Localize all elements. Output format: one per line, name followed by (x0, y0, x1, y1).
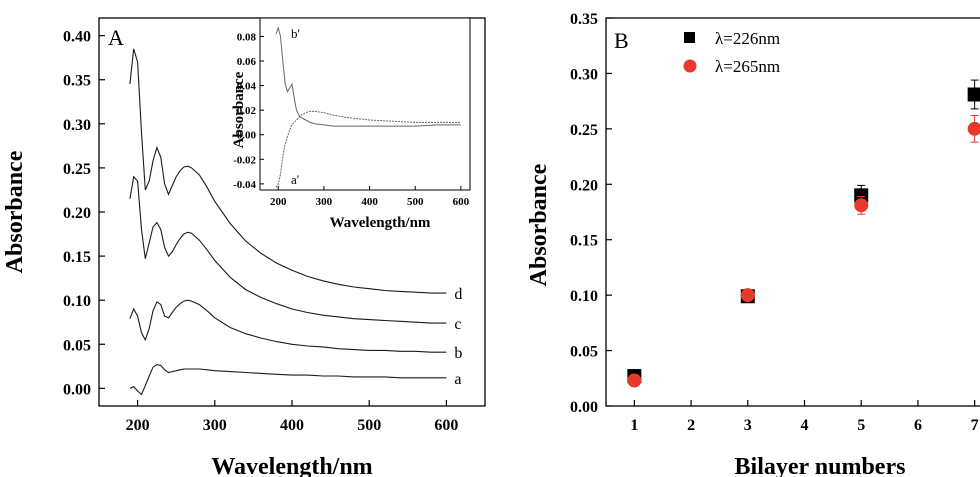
inset-label-a-prime: a' (291, 172, 299, 187)
panel-a-y-tick-label: 0.30 (63, 117, 91, 134)
panel-a-x-tick-label: 300 (203, 417, 227, 434)
inset-curve-a-prime (275, 110, 461, 188)
panel-a-letter: A (108, 25, 124, 50)
panel-b-y-axis-title: Absorbance (526, 163, 552, 286)
panel-a-inset: -0.04 -0.02 0.00 0.02 0.04 0.06 0.08 200 300 400 5… (231, 17, 471, 231)
legend-label-265: λ=265nm (715, 57, 780, 76)
panel-a-x-tick-label: 500 (357, 417, 381, 434)
inset-x-tick-label: 600 (453, 196, 470, 208)
panel-b-y-tick-label: 0.25 (570, 122, 598, 139)
panel-a-y-tick-label: 0.10 (63, 293, 91, 310)
panel-a-x-tick-label: 400 (280, 417, 304, 434)
curve-c (129, 175, 447, 324)
inset-y-tick-label: -0.02 (233, 154, 256, 166)
point-226nm (854, 188, 869, 203)
inset-x-tick-label: 300 (316, 196, 333, 208)
inset-x-axis-title: Wavelength/nm (330, 215, 431, 231)
panel-b-axes: 0.00 0.05 0.10 0.15 0.20 0.25 0.30 0.35 1 2 3 4 5 6 7 (570, 11, 979, 434)
inset-x-tick-label: 200 (270, 196, 287, 208)
panel-b-frame (605, 17, 980, 407)
panel-a-axes: 0.00 0.05 0.10 0.15 0.20 0.25 0.30 0.35 0.40 200 3… (63, 29, 458, 434)
inset-x-tick-label: 400 (361, 196, 378, 208)
inset-curves (275, 26, 461, 188)
inset-frame (259, 17, 471, 191)
panel-a-y-tick-label: 0.05 (63, 337, 91, 354)
point-226nm (967, 87, 980, 102)
panel-b-y-tick-label: 0.10 (570, 288, 598, 305)
panel-b-x-tick-label: 7 (971, 417, 979, 434)
point-265nm (854, 198, 869, 213)
panel-b-x-tick-label: 4 (801, 417, 809, 434)
panel-b-legend: λ=226nm λ=265nm (683, 29, 780, 76)
curve-label-d: d (454, 286, 462, 303)
legend-circle-marker (683, 59, 697, 73)
curve-a (129, 364, 447, 396)
panel-a: 0.00 0.05 0.10 0.15 0.20 0.25 0.30 0.35 0.40 200 3… (2, 17, 486, 477)
panel-a-y-tick-label: 0.15 (63, 249, 91, 266)
panel-b-x-tick-label: 1 (630, 417, 638, 434)
inset-y-tick-label: -0.04 (233, 179, 256, 191)
inset-y-tick-label: 0.00 (237, 130, 257, 142)
panel-a-x-axis-title: Wavelength/nm (211, 454, 372, 477)
inset-x-tick-label: 500 (407, 196, 424, 208)
panel-a-y-tick-label: 0.25 (63, 161, 91, 178)
panel-a-y-axis-title: Absorbance (2, 150, 28, 273)
curve-label-b: b (454, 345, 462, 362)
curve-d (129, 48, 447, 294)
panel-a-y-tick-label: 0.20 (63, 205, 91, 222)
point-265nm (967, 121, 980, 136)
panel-a-y-tick-label: 0.35 (63, 73, 91, 90)
panel-a-y-tick-label: 0.40 (63, 29, 91, 46)
inset-label-b-prime: b' (291, 26, 300, 41)
inset-y-tick-label: 0.08 (237, 31, 257, 43)
panel-a-y-tick-label: 0.00 (63, 381, 91, 398)
panel-b-x-tick-label: 5 (857, 417, 865, 434)
panel-b-points (627, 79, 980, 388)
inset-y-tick-label: 0.04 (237, 81, 257, 93)
panel-b-letter: B (614, 28, 629, 53)
panel-b-y-tick-label: 0.05 (570, 344, 598, 361)
panel-b-x-tick-label: 3 (744, 417, 752, 434)
panel-b-y-tick-label: 0.20 (570, 177, 598, 194)
curve-label-a: a (454, 371, 461, 388)
legend-square-marker (684, 32, 695, 43)
inset-y-tick-label: 0.06 (237, 56, 257, 68)
point-265nm (740, 288, 755, 303)
point-265nm (627, 373, 642, 388)
inset-y-axis-title: Absorbance (231, 71, 247, 148)
panel-b-x-tick-label: 2 (687, 417, 695, 434)
panel-a-x-tick-label: 600 (434, 417, 458, 434)
legend-label-226: λ=226nm (715, 29, 780, 48)
curve-label-c: c (454, 316, 461, 333)
inset-axes: -0.04 -0.02 0.00 0.02 0.04 0.06 0.08 200 300 400 5… (233, 31, 470, 208)
panel-b-y-tick-label: 0.35 (570, 11, 598, 28)
curve-b (129, 299, 447, 353)
panel-a-x-tick-label: 200 (126, 417, 150, 434)
panel-b-y-tick-label: 0.15 (570, 233, 598, 250)
panel-b-x-tick-label: 6 (914, 417, 922, 434)
panel-b-x-axis-title: Bilayer numbers (735, 454, 906, 477)
panel-b-y-tick-label: 0.00 (570, 399, 598, 416)
inset-curve-b-prime (275, 26, 461, 127)
panel-b-y-tick-label: 0.30 (570, 66, 598, 83)
inset-y-tick-label: 0.02 (237, 105, 257, 117)
panel-b: 0.000.050.100.150.200.250.300.351 2 3 4 5 6 7 … (526, 11, 980, 477)
